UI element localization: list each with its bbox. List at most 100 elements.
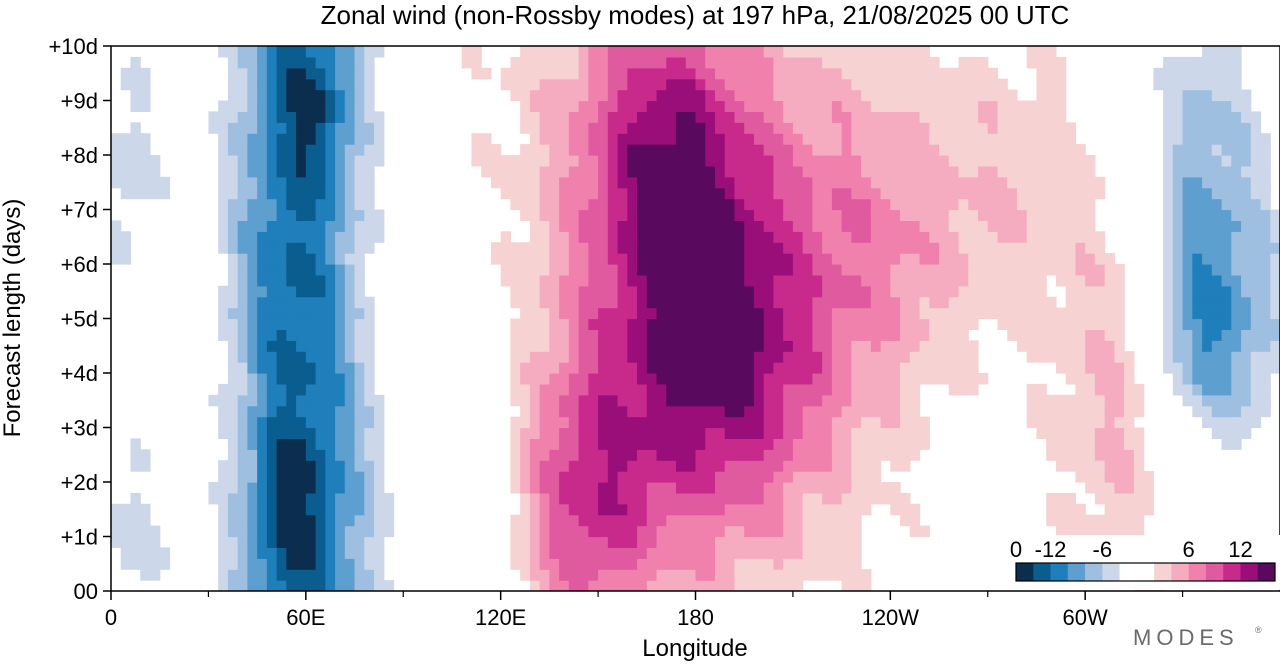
heatmap-cell xyxy=(812,351,823,363)
heatmap-cell xyxy=(247,209,258,221)
heatmap-cell xyxy=(364,340,375,352)
heatmap-cell xyxy=(841,242,852,254)
heatmap-cell xyxy=(1241,329,1252,341)
heatmap-cell xyxy=(344,144,356,156)
heatmap-cell xyxy=(763,405,775,418)
heatmap-cell xyxy=(1202,253,1213,265)
heatmap-cell xyxy=(335,111,346,123)
heatmap-cell xyxy=(539,373,550,385)
heatmap-cell xyxy=(315,427,326,439)
heatmap-cell xyxy=(724,318,736,330)
heatmap-cell xyxy=(1036,427,1047,439)
heatmap-cell xyxy=(1046,416,1057,429)
heatmap-cell xyxy=(208,111,219,123)
heatmap-cell xyxy=(851,362,862,374)
heatmap-cell xyxy=(266,449,278,461)
heatmap-cell xyxy=(1046,492,1057,505)
heatmap-cell xyxy=(1163,362,1174,374)
heatmap-cell xyxy=(1026,209,1038,221)
heatmap-cell xyxy=(257,67,268,80)
heatmap-cell xyxy=(1221,362,1232,374)
heatmap-cell xyxy=(510,449,521,461)
heatmap-cell xyxy=(598,100,609,112)
heatmap-cell xyxy=(705,351,716,363)
heatmap-cell xyxy=(627,329,638,341)
heatmap-cell xyxy=(315,155,326,167)
heatmap-cell xyxy=(822,438,833,450)
heatmap-cell xyxy=(763,514,775,527)
heatmap-cell xyxy=(227,558,239,570)
heatmap-cell xyxy=(968,209,979,221)
heatmap-cell xyxy=(734,405,745,418)
heatmap-cell xyxy=(929,198,940,211)
heatmap-cell xyxy=(695,482,706,494)
heatmap-cell xyxy=(529,231,541,243)
heatmap-cell xyxy=(520,394,531,407)
heatmap-cell xyxy=(1182,231,1193,243)
heatmap-cell xyxy=(1075,318,1086,330)
heatmap-cell xyxy=(1192,78,1203,91)
heatmap-cell xyxy=(1046,165,1057,178)
heatmap-cell xyxy=(247,187,258,200)
heatmap-cell xyxy=(227,89,239,102)
heatmap-cell xyxy=(1026,296,1038,309)
heatmap-cell xyxy=(325,89,336,102)
heatmap-cell xyxy=(1036,296,1047,309)
heatmap-cell xyxy=(705,383,716,396)
heatmap-cell xyxy=(578,514,589,527)
heatmap-cell xyxy=(227,351,239,363)
heatmap-cell xyxy=(666,46,677,58)
heatmap-cell xyxy=(656,46,667,58)
heatmap-cell xyxy=(724,438,736,450)
heatmap-cell xyxy=(237,187,248,200)
heatmap-cell xyxy=(325,285,336,298)
heatmap-cell xyxy=(724,547,736,559)
heatmap-cell xyxy=(685,514,697,527)
heatmap-cell xyxy=(1211,165,1223,178)
heatmap-cell xyxy=(734,351,745,363)
heatmap-cell xyxy=(783,482,794,494)
heatmap-cell xyxy=(627,569,638,581)
heatmap-cell xyxy=(987,198,999,211)
heatmap-cell xyxy=(802,144,813,156)
heatmap-cell xyxy=(773,373,784,385)
heatmap-cell xyxy=(919,56,930,69)
heatmap-cell xyxy=(354,100,365,112)
heatmap-cell xyxy=(841,274,852,287)
heatmap-cell xyxy=(1036,242,1047,254)
heatmap-cell xyxy=(870,285,882,298)
heatmap-cell xyxy=(685,67,697,80)
heatmap-cell xyxy=(111,220,122,232)
heatmap-cell xyxy=(1231,133,1242,145)
heatmap-cell xyxy=(646,133,658,145)
heatmap-cell xyxy=(1007,176,1018,189)
heatmap-cell xyxy=(286,264,297,276)
heatmap-cell xyxy=(773,449,784,461)
heatmap-cell xyxy=(237,296,248,309)
heatmap-cell xyxy=(617,373,628,385)
heatmap-cell xyxy=(646,111,658,123)
heatmap-cell xyxy=(617,416,628,429)
heatmap-cell xyxy=(637,274,648,287)
heatmap-cell xyxy=(529,111,541,123)
heatmap-cell xyxy=(734,133,745,145)
heatmap-cell xyxy=(724,78,736,91)
heatmap-cell xyxy=(714,155,726,167)
heatmap-cell xyxy=(607,274,619,287)
heatmap-cell xyxy=(286,340,297,352)
heatmap-cell xyxy=(1211,253,1223,265)
heatmap-cell xyxy=(968,307,979,320)
heatmap-cell xyxy=(1036,264,1047,276)
heatmap-cell xyxy=(568,89,580,102)
heatmap-cell xyxy=(1241,373,1252,385)
heatmap-cell xyxy=(296,133,307,145)
heatmap-cell xyxy=(1231,438,1242,450)
heatmap-cell xyxy=(627,503,638,516)
heatmap-cell xyxy=(607,318,619,330)
heatmap-cell xyxy=(305,547,317,559)
heatmap-cell xyxy=(627,100,638,112)
heatmap-cell xyxy=(695,394,706,407)
heatmap-cell xyxy=(588,416,599,429)
heatmap-cell xyxy=(1036,209,1047,221)
heatmap-cell xyxy=(335,133,346,145)
